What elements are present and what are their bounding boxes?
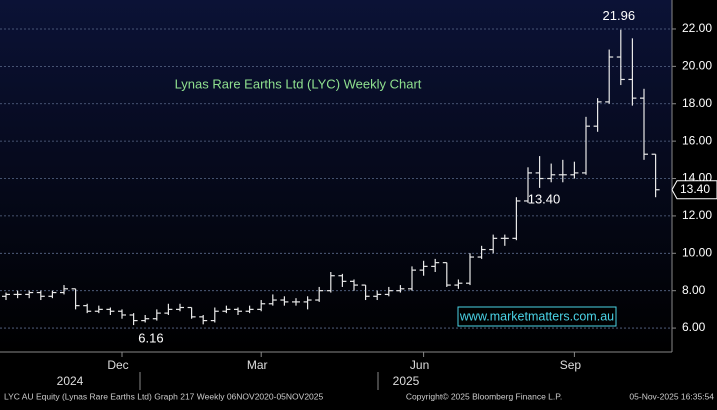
watermark-box — [457, 306, 617, 327]
annotation: 6.16 — [138, 331, 163, 346]
y-tick-label: 18.00 — [682, 96, 712, 110]
plot-area — [0, 0, 672, 352]
y-tick-label: 6.00 — [682, 320, 706, 334]
watermark: www.marketmatters.com.au — [459, 309, 614, 323]
x-tick-label: Dec — [107, 358, 128, 372]
y-tick-label: 22.00 — [682, 21, 712, 35]
x-tick-label: Mar — [247, 358, 268, 372]
x-tick-label: Sep — [560, 358, 582, 372]
footer-left: LYC AU Equity (Lynas Rare Earths Ltd) Gr… — [4, 391, 324, 401]
y-tick-label: 16.00 — [682, 133, 712, 147]
x-tick-label: Jun — [410, 358, 429, 372]
year-label: 2024 — [57, 374, 84, 388]
footer-right: 05-Nov-2025 16:35:54 — [629, 391, 714, 401]
annotation: 13.40 — [528, 191, 561, 206]
year-label: 2025 — [393, 374, 420, 388]
footer-center: Copyright© 2025 Bloomberg Finance L.P. — [406, 391, 562, 401]
y-tick-label: 10.00 — [682, 245, 712, 259]
last-price-label: 13.40 — [680, 182, 710, 196]
y-tick-label: 20.00 — [682, 59, 712, 73]
y-tick-label: 8.00 — [682, 283, 706, 297]
annotation: 21.96 — [603, 8, 636, 23]
last-price-marker — [671, 180, 717, 200]
y-tick-label: 12.00 — [682, 208, 712, 222]
chart-title: Lynas Rare Earths Ltd (LYC) Weekly Chart — [175, 76, 422, 91]
